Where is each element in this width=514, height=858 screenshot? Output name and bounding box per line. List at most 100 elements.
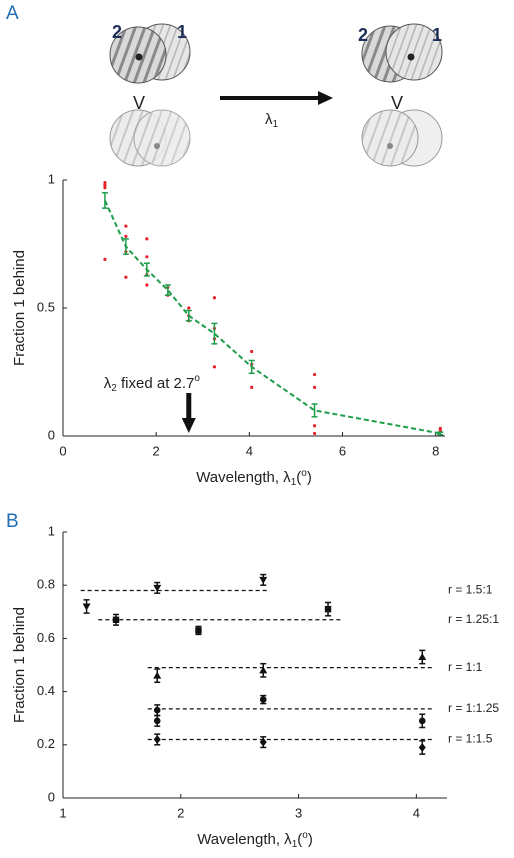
marker [82, 603, 91, 611]
y-tick-label: 0.2 [37, 736, 55, 751]
data-point [103, 257, 107, 261]
data-point [312, 424, 317, 428]
error-bar [122, 238, 129, 255]
y-tick-label: 0.8 [37, 577, 55, 592]
y-tick-label: 0 [48, 789, 55, 804]
data-point [187, 306, 191, 310]
panel-label: B [6, 511, 19, 532]
label-part: ) [307, 469, 312, 486]
x-tick-label: 3 [295, 805, 302, 820]
label-part: ( [297, 831, 302, 848]
fixation-dot [387, 143, 393, 149]
symbol: λ [265, 111, 273, 128]
marker [259, 666, 268, 674]
error-bar [248, 359, 255, 375]
arrow-head [318, 91, 333, 105]
y-tick-label: 0.5 [37, 299, 55, 314]
x-tick-label: 8 [432, 443, 439, 458]
axis-label: Fraction 1 behind [11, 607, 28, 723]
data-point [103, 186, 107, 190]
label-part: ( [296, 469, 301, 486]
axis-label: Fraction 1 behind [11, 250, 28, 366]
illustration: 2 1 V λ1 2 1 V [109, 22, 443, 167]
x-tick-label: 0 [59, 443, 66, 458]
data-point [103, 180, 107, 185]
label-part: 1 [292, 839, 298, 850]
data-point [438, 426, 442, 430]
grating-label: 2 [112, 22, 122, 42]
marker [259, 576, 268, 584]
y-tick-label: 1 [48, 523, 55, 538]
x-tick-label: 2 [177, 805, 184, 820]
grating-label: 2 [358, 25, 368, 45]
marker [259, 737, 267, 747]
marker [324, 605, 332, 613]
data-point [145, 283, 149, 287]
annotation-part: fixed at 2.7 [117, 375, 195, 392]
x-tick-label: 6 [339, 443, 346, 458]
marker [418, 742, 426, 752]
series-label: r = 1.5:1 [448, 583, 493, 597]
grating [133, 109, 191, 167]
y-tick-label: 0 [48, 427, 55, 442]
panel-label: A [6, 3, 19, 24]
x-tick-label: 1 [59, 805, 66, 820]
arrow-label: λ1 [265, 111, 279, 130]
marker [418, 717, 426, 725]
data-point [124, 234, 128, 238]
comparator: V [133, 93, 145, 113]
data-point [145, 255, 149, 259]
marker [112, 616, 120, 623]
label-part: o [302, 830, 308, 841]
marker [259, 696, 267, 703]
marker [153, 706, 161, 714]
data-point [312, 372, 317, 377]
label-part: Wavelength, λ [197, 831, 292, 848]
error-bar [143, 262, 150, 277]
grating-label: 1 [177, 22, 187, 42]
error-bar [185, 309, 192, 322]
x-tick-label: 4 [246, 443, 253, 458]
marker [153, 717, 161, 725]
series-label: r = 1:1 [448, 660, 483, 674]
data-point [250, 385, 254, 389]
marker [195, 627, 202, 634]
fixation-dot [154, 143, 160, 149]
data-point [103, 183, 107, 187]
data-point [250, 349, 254, 354]
series-label: r = 1.25:1 [448, 612, 499, 626]
series-label: r = 1:1.25 [448, 701, 499, 715]
label-part: 1 [291, 477, 297, 488]
label-part: ) [308, 831, 313, 848]
data-point [312, 385, 317, 389]
axis-label: Wavelength, λ1(o) [197, 830, 313, 850]
error-bar [437, 431, 444, 436]
data-point [212, 365, 217, 369]
comparator: V [391, 93, 403, 113]
error-bar [211, 322, 218, 345]
annotation-part: λ [104, 375, 112, 392]
data-point [124, 275, 128, 279]
data-point [212, 296, 217, 300]
annotation-part: o [194, 373, 200, 384]
error-bar [164, 284, 171, 296]
y-tick-label: 0.6 [37, 630, 55, 645]
annotation-part: 2 [111, 383, 117, 394]
annotation-arrow-head [181, 418, 196, 433]
data-line [104, 200, 441, 435]
label-part: Wavelength, λ [196, 469, 291, 486]
y-tick-label: 0.4 [37, 683, 55, 698]
x-tick-label: 2 [153, 443, 160, 458]
series-label: r = 1:1.5 [448, 732, 493, 746]
data-point [145, 237, 149, 241]
x-tick-label: 4 [413, 805, 420, 820]
marker [153, 584, 162, 592]
fixation-dot [407, 53, 415, 61]
annotation: λ2 fixed at 2.7o [104, 373, 201, 394]
grating [385, 23, 443, 81]
axis-label: Wavelength, λ1(o) [196, 468, 312, 488]
marker [153, 671, 162, 679]
error-bar [101, 192, 108, 209]
error-bar [311, 403, 318, 418]
